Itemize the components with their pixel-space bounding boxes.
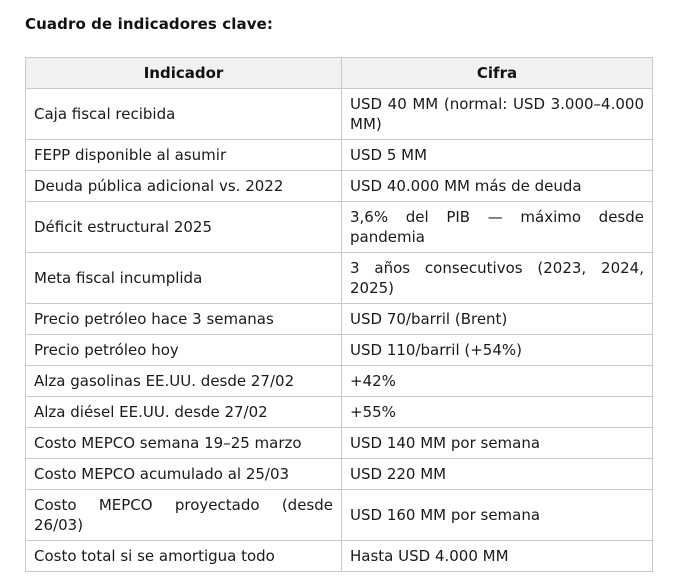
column-header-indicador: Indicador (25, 57, 342, 89)
cell-indicador: Precio petróleo hoy (25, 334, 342, 366)
cell-indicador: Caja fiscal recibida (25, 88, 342, 140)
cell-cifra: 3 años consecutivos (2023, 2024, 2025) (341, 252, 653, 304)
cell-indicador: Precio petróleo hace 3 semanas (25, 303, 342, 335)
table-row: Alza gasolinas EE.UU. desde 27/02 +42% (25, 365, 653, 397)
column-header-cifra: Cifra (341, 57, 653, 89)
cell-indicador: Costo total si se amortigua todo (25, 540, 342, 572)
cell-cifra: USD 220 MM (341, 458, 653, 490)
table-header-row: Indicador Cifra (25, 57, 653, 89)
cell-indicador: Alza gasolinas EE.UU. desde 27/02 (25, 365, 342, 397)
table-row: Caja fiscal recibida USD 40 MM (normal: U… (25, 88, 653, 140)
table-row: Alza diésel EE.UU. desde 27/02 +55% (25, 396, 653, 428)
table-row: Costo total si se amortigua todo Hasta US… (25, 540, 653, 572)
cell-cifra: USD 40 MM (normal: USD 3.000–4.000 MM) (341, 88, 653, 140)
table-row: Costo MEPCO semana 19–25 marzo USD 140 MM… (25, 427, 653, 459)
cell-cifra: USD 140 MM por semana (341, 427, 653, 459)
cell-indicador: Costo MEPCO semana 19–25 marzo (25, 427, 342, 459)
table-row: Costo MEPCO acumulado al 25/03 USD 220 MM (25, 458, 653, 490)
table-row: Deuda pública adicional vs. 2022 USD 40.0… (25, 170, 653, 202)
cell-cifra: USD 110/barril (+54%) (341, 334, 653, 366)
cell-cifra: USD 160 MM por semana (341, 489, 653, 541)
table-header: Indicador Cifra (25, 57, 653, 89)
cell-indicador: Costo MEPCO proyectado (desde 26/03) (25, 489, 342, 541)
cell-cifra: +42% (341, 365, 653, 397)
cell-cifra: +55% (341, 396, 653, 428)
cell-cifra: USD 5 MM (341, 139, 653, 171)
cell-cifra: Hasta USD 4.000 MM (341, 540, 653, 572)
cell-indicador: Deuda pública adicional vs. 2022 (25, 170, 342, 202)
table-row: Déficit estructural 2025 3,6% del PIB — m… (25, 201, 653, 253)
cell-cifra: 3,6% del PIB — máximo desde pandemia (341, 201, 653, 253)
page-title: Cuadro de indicadores clave: (25, 15, 273, 33)
indicators-table: Indicador Cifra Caja fiscal recibida USD … (25, 57, 653, 572)
cell-indicador: Alza diésel EE.UU. desde 27/02 (25, 396, 342, 428)
table-row: Precio petróleo hoy USD 110/barril (+54%) (25, 334, 653, 366)
table-row: Meta fiscal incumplida 3 años consecutivo… (25, 252, 653, 304)
cell-indicador: Déficit estructural 2025 (25, 201, 342, 253)
table-body: Caja fiscal recibida USD 40 MM (normal: U… (25, 88, 653, 572)
cell-indicador: FEPP disponible al asumir (25, 139, 342, 171)
table-row: Precio petróleo hace 3 semanas USD 70/bar… (25, 303, 653, 335)
table-row: Costo MEPCO proyectado (desde 26/03) USD … (25, 489, 653, 541)
cell-cifra: USD 40.000 MM más de deuda (341, 170, 653, 202)
cell-indicador: Costo MEPCO acumulado al 25/03 (25, 458, 342, 490)
cell-indicador: Meta fiscal incumplida (25, 252, 342, 304)
cell-cifra: USD 70/barril (Brent) (341, 303, 653, 335)
table-row: FEPP disponible al asumir USD 5 MM (25, 139, 653, 171)
